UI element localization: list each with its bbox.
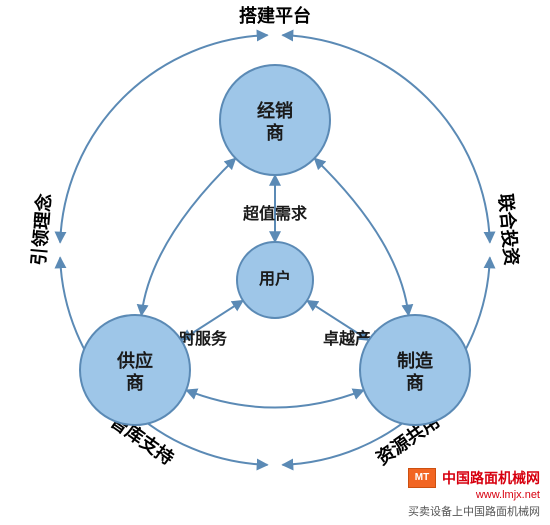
footer-url: www.lmjx.net bbox=[408, 488, 540, 502]
ring-label: 联合投资 bbox=[495, 193, 522, 267]
diagram-canvas: 搭建平台联合投资资源共用智库支持引领理念超值需求及时服务卓越产品经销商供应商制造… bbox=[0, 0, 550, 525]
outer-node-label: 供应 bbox=[116, 350, 153, 371]
outer-node-label: 制造 bbox=[397, 350, 433, 371]
footer-logo-icon: MT bbox=[408, 468, 436, 488]
outer-node-label: 商 bbox=[406, 372, 424, 393]
spoke-label: 超值需求 bbox=[242, 204, 308, 223]
outer-node-label: 经销 bbox=[257, 100, 293, 121]
ring-label: 搭建平台 bbox=[239, 5, 311, 26]
triangle-edge bbox=[314, 158, 408, 315]
triangle-edge bbox=[141, 158, 235, 315]
footer-sub: 买卖设备上中国路面机械网 bbox=[408, 505, 540, 519]
footer-brand: 中国路面机械网 bbox=[442, 469, 540, 487]
triangle-edge bbox=[186, 390, 364, 407]
outer-node-label: 商 bbox=[266, 122, 284, 143]
center-node-label: 用户 bbox=[259, 269, 291, 288]
ring-label: 引领理念 bbox=[28, 193, 55, 267]
footer: MT 中国路面机械网 www.lmjx.net 买卖设备上中国路面机械网 bbox=[408, 468, 540, 519]
outer-node-label: 商 bbox=[126, 372, 144, 393]
